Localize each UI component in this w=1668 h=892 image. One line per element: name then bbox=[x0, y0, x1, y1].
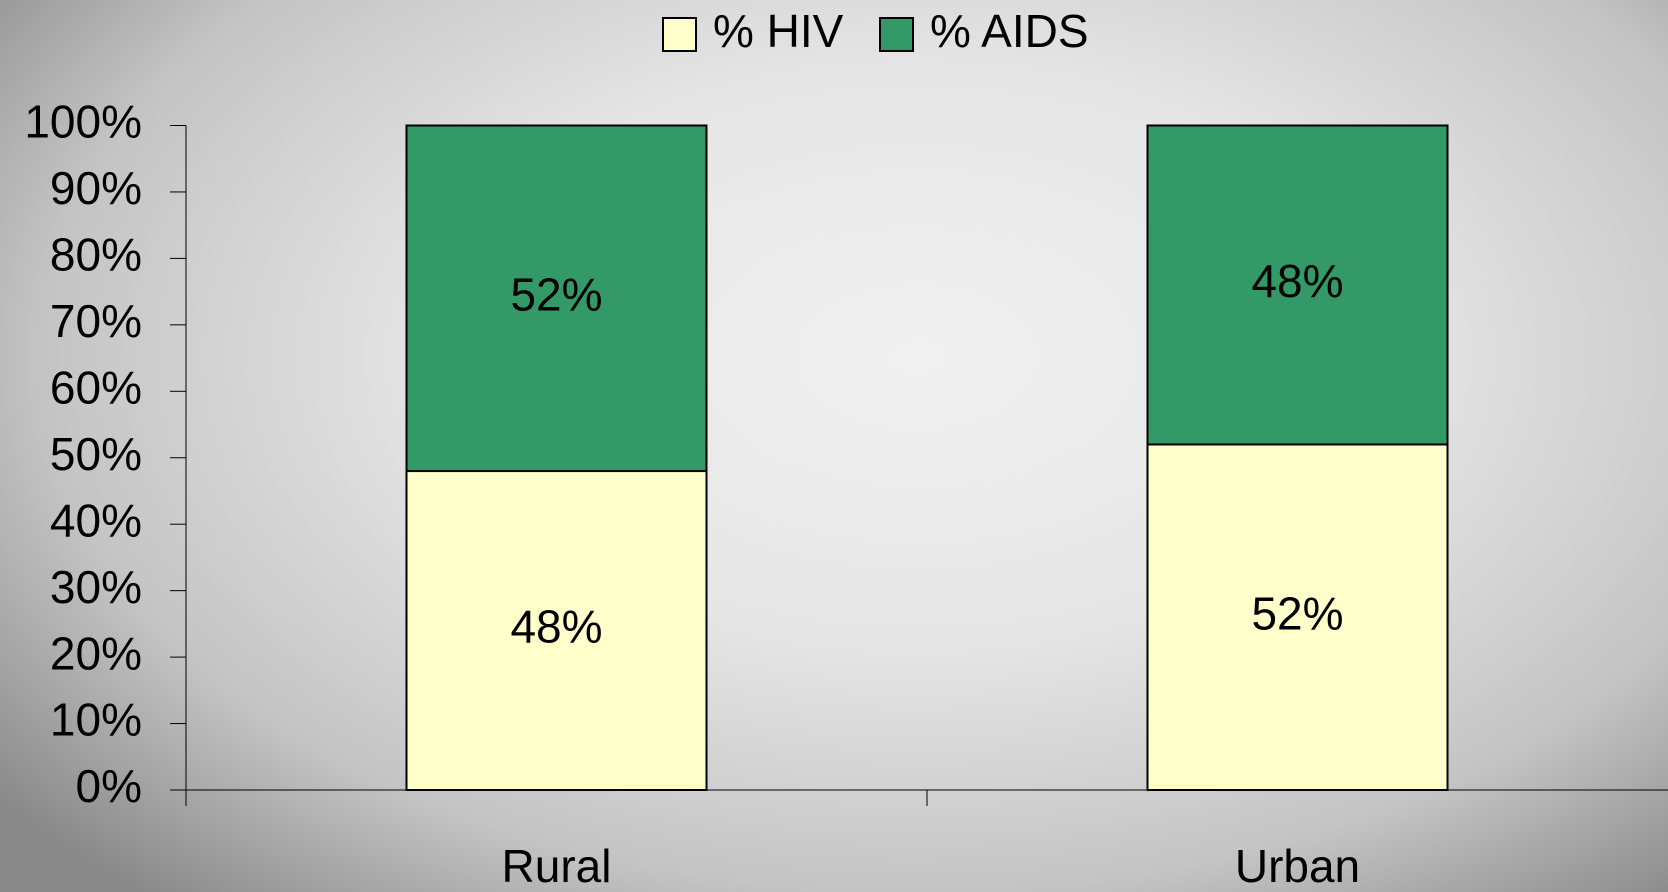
y-tick-label: 20% bbox=[50, 627, 142, 679]
x-tick-label: Rural bbox=[502, 840, 612, 892]
bar-segment bbox=[1146, 124, 1449, 446]
legend-label: % AIDS bbox=[930, 5, 1089, 57]
bar-segment bbox=[405, 124, 708, 473]
y-tick-label: 40% bbox=[50, 494, 142, 546]
bar-segment bbox=[405, 470, 708, 791]
y-tick-label: 0% bbox=[76, 760, 142, 812]
y-tick-label: 30% bbox=[50, 561, 142, 613]
y-tick-label: 70% bbox=[50, 295, 142, 347]
y-tick-label: 90% bbox=[50, 162, 142, 214]
legend-swatch bbox=[879, 17, 914, 52]
legend-swatch bbox=[662, 17, 697, 52]
value-label: 48% bbox=[510, 601, 602, 653]
x-tick-label: Urban bbox=[1235, 840, 1360, 892]
value-label: 48% bbox=[1251, 255, 1343, 307]
y-tick-label: 60% bbox=[50, 361, 142, 413]
y-tick-label: 50% bbox=[50, 428, 142, 480]
bar-segment bbox=[1146, 443, 1449, 791]
legend-label: % HIV bbox=[713, 5, 844, 57]
y-tick-label: 10% bbox=[50, 694, 142, 746]
y-tick-label: 100% bbox=[24, 96, 142, 148]
y-tick-label: 80% bbox=[50, 229, 142, 281]
value-label: 52% bbox=[1251, 587, 1343, 639]
value-label: 52% bbox=[510, 268, 602, 320]
